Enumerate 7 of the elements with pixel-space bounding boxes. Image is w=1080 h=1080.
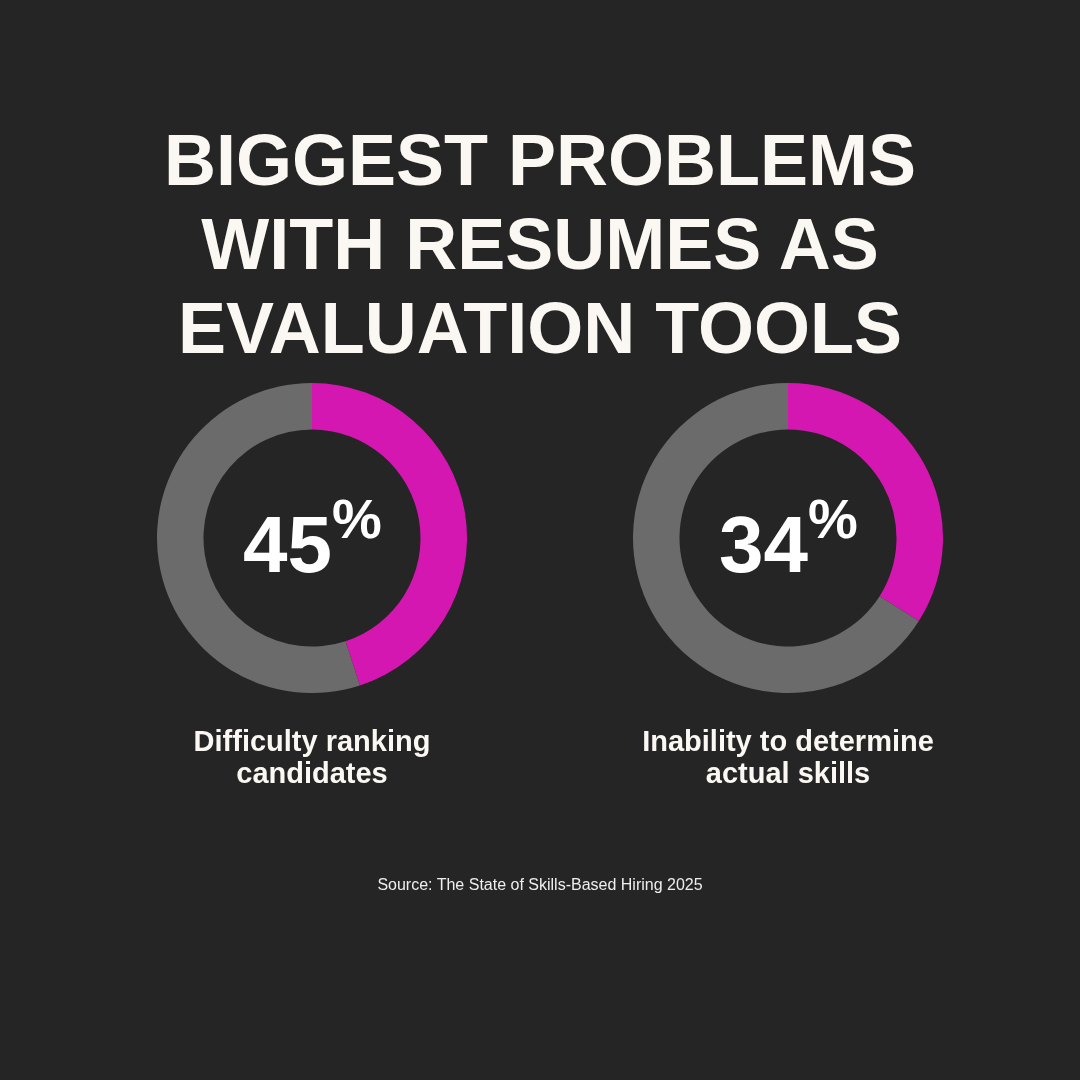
data-label: 45$^{%}$ [243, 487, 382, 589]
text: Difficulty ranking candidates [192, 725, 432, 789]
chart-title: BIGGEST PROBLEMS WITH RESUMES AS EVALUATION TOOLS [162, 119, 918, 370]
donut-slice [633, 383, 919, 693]
text: Inability to determine actual skills [641, 725, 935, 789]
source-note: Source: The State of Skills-Based Hiring 2025 [376, 876, 704, 894]
data-label: 34$^{%}$ [719, 487, 858, 589]
